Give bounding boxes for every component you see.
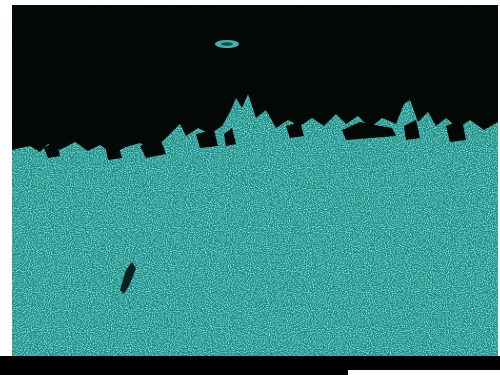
scale-bar [348,370,500,375]
phase-region [12,94,498,356]
inclusion [120,262,136,294]
left-margin [0,0,12,375]
interface-pores [44,120,466,160]
